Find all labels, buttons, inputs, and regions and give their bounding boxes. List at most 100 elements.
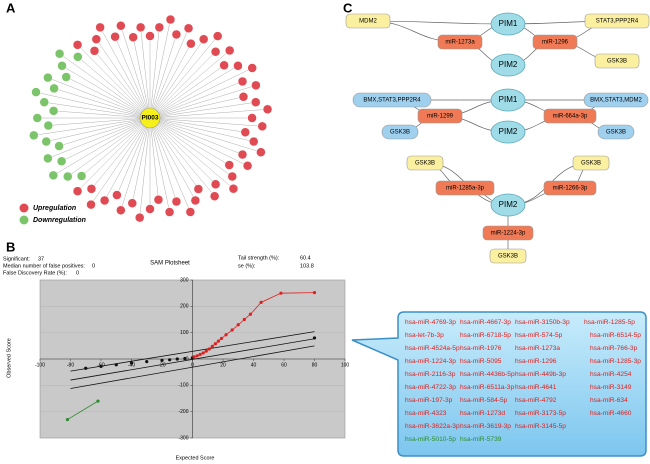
edge	[90, 117, 151, 205]
point	[210, 344, 214, 348]
point	[201, 351, 205, 355]
edge	[149, 117, 216, 185]
point	[84, 366, 88, 370]
network-node	[116, 21, 126, 31]
edge	[149, 117, 263, 127]
network-node	[134, 212, 145, 223]
y-tick-label: -200	[178, 409, 188, 415]
callout-box	[351, 311, 647, 457]
network-node	[153, 194, 164, 205]
mirna-up: hsa-miR-766-3p	[590, 345, 638, 352]
edge	[140, 27, 151, 119]
hub-label: PI003	[142, 115, 159, 122]
network-node	[41, 136, 52, 147]
y-tick-label: 200	[180, 304, 189, 310]
box-node	[543, 108, 597, 124]
y-tick-label: 0	[186, 356, 189, 362]
edge	[53, 110, 151, 119]
mirna-up: hsa-miR-3619-3p	[460, 423, 511, 430]
edge	[149, 117, 230, 166]
edge	[149, 19, 171, 119]
network-node	[198, 34, 209, 44]
mirna-up: hsa-miR-574-5p	[515, 332, 563, 339]
edge	[132, 117, 151, 204]
point	[96, 399, 100, 403]
network-node	[49, 83, 59, 94]
network-node	[251, 80, 261, 91]
point	[219, 336, 224, 341]
edge	[149, 102, 256, 119]
network-node	[76, 171, 87, 181]
edge	[149, 43, 192, 119]
node-label: miR-664a-3p	[553, 114, 588, 120]
x-tick-label: -100	[35, 362, 45, 368]
node-label: PIM2	[499, 60, 518, 69]
point	[312, 291, 317, 295]
node-label: miR-1285a-3p	[446, 186, 485, 192]
x-tick-label: 100	[341, 362, 350, 368]
mirna-down: hsa-miR-5739	[460, 436, 502, 443]
edge	[48, 117, 151, 126]
edge	[61, 117, 151, 162]
network-node	[31, 87, 41, 97]
edge	[149, 117, 243, 155]
edge	[149, 65, 225, 119]
network-node	[89, 46, 100, 56]
edge	[149, 117, 170, 213]
mirna-up: hsa-miR-1273a	[515, 345, 560, 352]
node-label: GSK3B	[415, 161, 435, 167]
point	[230, 328, 234, 332]
network-node	[128, 32, 138, 42]
network-node	[61, 72, 71, 82]
box-node	[543, 180, 597, 196]
mirna-up: hsa-miR-2116-3p	[405, 371, 456, 378]
edge	[149, 117, 196, 201]
mirna-up: hsa-miR-6511a-3p	[460, 384, 514, 391]
mirna-up: hsa-miR-449b-3p	[515, 371, 566, 378]
mirna-up: hsa-miR-3622a-3p	[405, 423, 460, 430]
edge	[59, 53, 151, 119]
mirna-up: hsa-miR-584-5p	[460, 397, 508, 404]
node-label: PIM2	[499, 200, 518, 209]
point	[65, 417, 70, 422]
edge	[149, 117, 233, 177]
x-tick-label: -80	[67, 362, 74, 368]
edge	[149, 27, 160, 119]
edge	[149, 117, 159, 200]
network-node	[242, 161, 253, 171]
node-label: GSK3B	[606, 130, 626, 136]
edge	[66, 76, 151, 119]
y-axis-label: Observed Score	[6, 338, 12, 378]
edge	[116, 117, 151, 196]
mirna-up: hsa-miR-6514-5p	[590, 332, 641, 339]
network-node	[165, 14, 176, 25]
node-label: PIM2	[499, 127, 518, 136]
network-node	[190, 195, 201, 206]
edge	[54, 88, 151, 119]
stat-label: Median number of false positives:	[3, 263, 85, 269]
edge	[77, 56, 151, 119]
edge	[44, 102, 151, 119]
node-label: miR-1296	[542, 40, 569, 46]
point	[129, 361, 134, 365]
node-label: miR-1273a	[445, 40, 475, 46]
mirna-up: hsa-miR-1976	[460, 345, 502, 352]
network-node	[56, 156, 67, 166]
network-node	[171, 29, 182, 40]
box-node	[437, 34, 483, 50]
edge	[67, 117, 151, 177]
point	[198, 352, 202, 357]
cutoff-line	[70, 338, 315, 381]
mirna-up: hsa-miR-3149	[590, 384, 632, 391]
x-axis-label: Expected Score	[176, 455, 215, 461]
point	[175, 357, 179, 361]
cutoff-line	[70, 345, 315, 389]
network-node	[247, 113, 257, 123]
mirna-up: hsa-miR-4436b-5p	[460, 371, 515, 378]
node-label: miR-1266-3p	[553, 186, 588, 192]
point	[248, 312, 253, 316]
network-node	[183, 23, 194, 34]
network-node	[145, 31, 155, 41]
edge	[35, 91, 151, 119]
network-node	[29, 130, 39, 141]
